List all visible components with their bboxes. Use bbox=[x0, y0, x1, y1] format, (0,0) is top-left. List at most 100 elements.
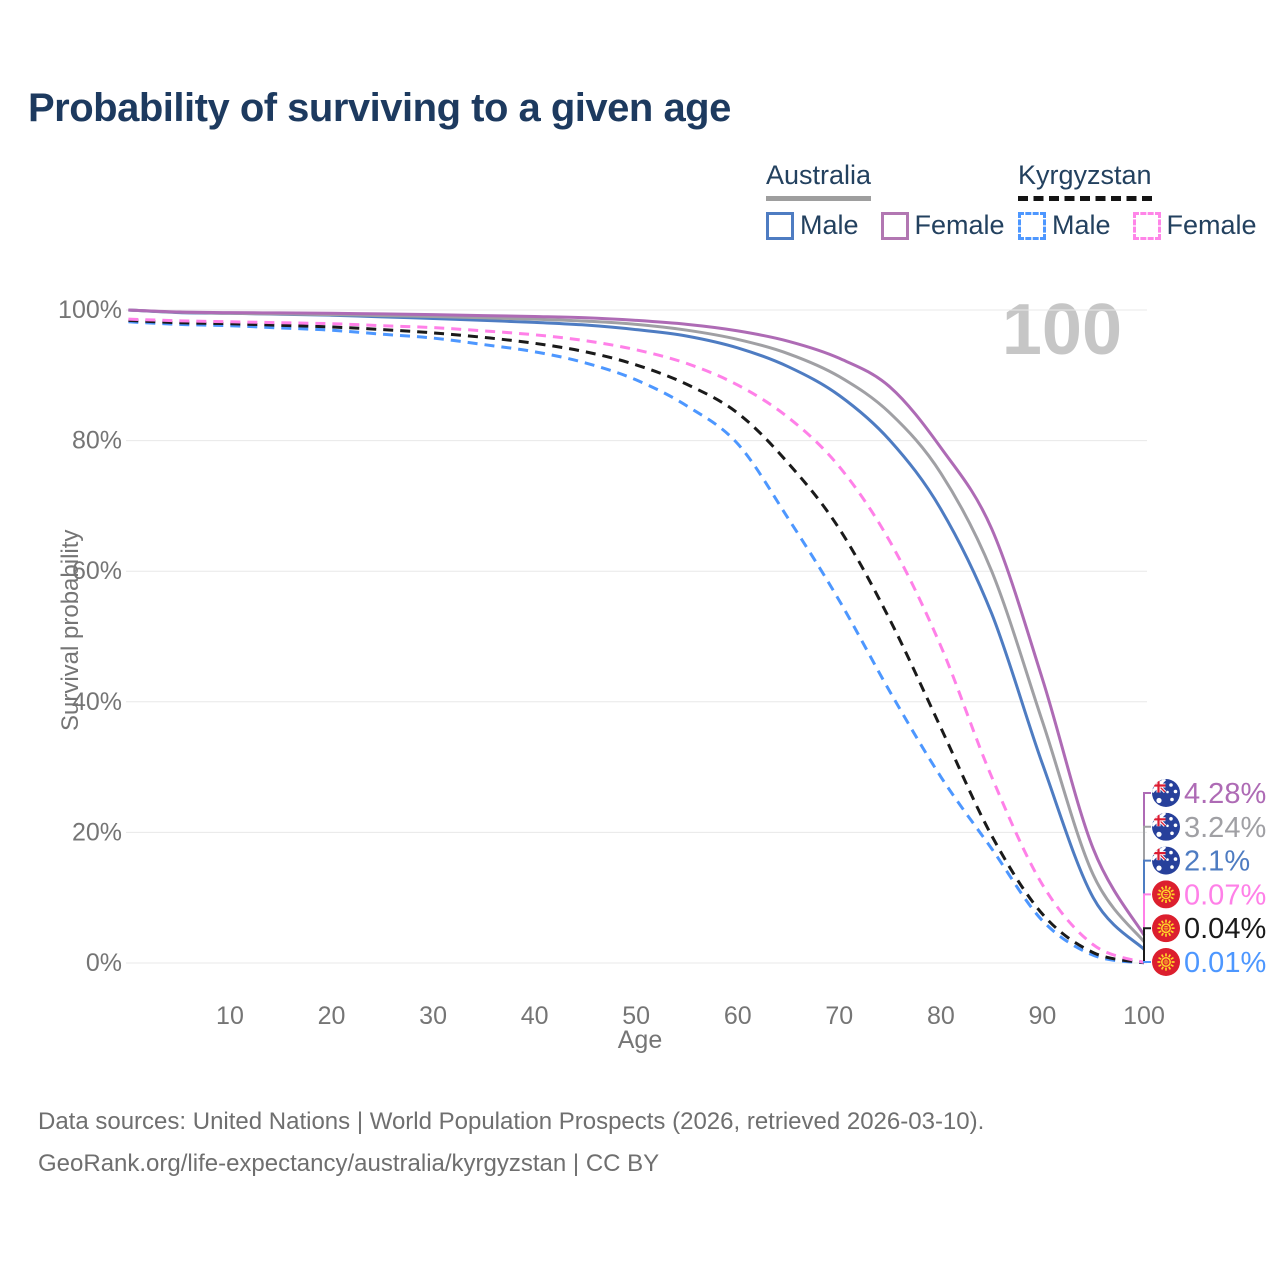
y-tick-0%: 0% bbox=[86, 949, 122, 977]
sun-ray bbox=[1170, 964, 1174, 968]
sun-ray bbox=[1168, 954, 1172, 958]
sun-ray bbox=[1158, 956, 1162, 960]
sun-ray bbox=[1168, 898, 1172, 903]
australia-flag-icon bbox=[1152, 846, 1180, 875]
legend-row-australia: Male Female bbox=[766, 210, 1005, 241]
star bbox=[1173, 789, 1178, 794]
australia-flag-art bbox=[1152, 812, 1180, 841]
commonwealth-star bbox=[1156, 797, 1162, 804]
x-tick-30: 30 bbox=[419, 1002, 447, 1030]
legend-label-kyrgyzstan-female[interactable]: Female bbox=[1166, 210, 1257, 240]
sun-ray bbox=[1170, 923, 1174, 927]
sun-ray bbox=[1160, 932, 1164, 937]
sun-ray bbox=[1158, 889, 1162, 893]
australia-flag-icon bbox=[1152, 779, 1180, 807]
star bbox=[1170, 831, 1174, 836]
legend-label-kyrgyzstan-male[interactable]: Male bbox=[1052, 210, 1111, 240]
x-tick-50: 50 bbox=[622, 1002, 650, 1030]
attribution-note: GeoRank.org/life-expectancy/australia/ky… bbox=[38, 1150, 660, 1177]
sun-ray bbox=[1160, 886, 1164, 890]
tunduk-ring bbox=[1162, 890, 1170, 898]
legend-swatch-australia-female[interactable] bbox=[880, 211, 909, 240]
star bbox=[1170, 797, 1174, 802]
sun-ray bbox=[1168, 920, 1172, 924]
australia-flag-icon bbox=[1152, 812, 1180, 841]
legend-label-australia-female[interactable]: Female bbox=[914, 210, 1005, 240]
sun-ray bbox=[1160, 954, 1164, 958]
curve-australia-male[interactable] bbox=[128, 308, 1146, 951]
legend-group-australia: Australia Male Female bbox=[766, 160, 1005, 241]
y-tick-60%: 60% bbox=[72, 557, 122, 585]
sun-ray bbox=[1160, 966, 1164, 970]
australia-flag-art bbox=[1152, 846, 1180, 875]
x-tick-60: 60 bbox=[724, 1002, 752, 1030]
x-tick-100: 100 bbox=[1123, 1002, 1165, 1030]
legend-group-kyrgyzstan: Kyrgyzstan Male Female bbox=[1018, 160, 1257, 241]
curve-kyrgyzstan-female[interactable] bbox=[128, 317, 1145, 964]
sun-ray bbox=[1170, 896, 1174, 900]
sun-ray bbox=[1170, 889, 1174, 893]
star bbox=[1170, 865, 1174, 869]
commonwealth-star bbox=[1156, 831, 1162, 837]
curve-kyrgyzstan-all[interactable] bbox=[128, 318, 1145, 965]
x-tick-70: 70 bbox=[825, 1002, 853, 1030]
kyrgyzstan-flag-icon bbox=[1152, 948, 1180, 976]
australia-flag-art bbox=[1152, 779, 1180, 807]
star bbox=[1169, 850, 1173, 855]
sun-ray bbox=[1158, 896, 1162, 900]
sun-ray bbox=[1170, 956, 1174, 960]
sun-disc bbox=[1161, 889, 1171, 900]
tunduk-ring bbox=[1162, 958, 1170, 966]
x-tick-40: 40 bbox=[521, 1002, 549, 1030]
legend-label-australia-male[interactable]: Male bbox=[800, 210, 859, 240]
legend-country-kyrgyzstan[interactable]: Kyrgyzstan bbox=[1018, 160, 1152, 201]
data-sources-note: Data sources: United Nations | World Pop… bbox=[38, 1108, 985, 1135]
x-tick-80: 80 bbox=[927, 1002, 955, 1030]
x-tick-10: 10 bbox=[216, 1002, 244, 1030]
end-connector-australia-male bbox=[1143, 859, 1151, 950]
end-value-kyrgyzstan-male: 0.01% bbox=[1184, 947, 1266, 979]
x-axis-title: Age bbox=[617, 1026, 663, 1054]
y-tick-80%: 80% bbox=[72, 427, 122, 455]
legend-country-australia[interactable]: Australia bbox=[766, 160, 872, 201]
sun-ray bbox=[1168, 966, 1172, 970]
x-tick-90: 90 bbox=[1029, 1002, 1057, 1030]
legend-swatch-kyrgyzstan-male[interactable] bbox=[1018, 211, 1046, 240]
x-tick-20: 20 bbox=[318, 1002, 346, 1030]
star bbox=[1173, 857, 1178, 861]
end-connector-kyrgyzstan-male bbox=[1143, 961, 1151, 963]
sun-ray bbox=[1168, 886, 1172, 890]
sun-ray bbox=[1170, 930, 1174, 934]
star bbox=[1169, 783, 1173, 787]
legend-swatch-kyrgyzstan-female[interactable] bbox=[1132, 211, 1161, 240]
end-connector-australia-all bbox=[1143, 825, 1151, 942]
curve-kyrgyzstan-male[interactable] bbox=[128, 320, 1145, 965]
y-axis-title: Survival probability bbox=[57, 529, 84, 731]
sun-ray bbox=[1158, 923, 1162, 927]
legend-row-kyrgyzstan: Male Female bbox=[1018, 210, 1257, 241]
page-title: Probability of surviving to a given age bbox=[28, 86, 731, 130]
sun-ray bbox=[1160, 920, 1164, 924]
age-counter-watermark: 100 bbox=[1001, 290, 1122, 370]
star bbox=[1166, 790, 1169, 794]
sun-ray bbox=[1158, 930, 1162, 934]
kyrgyzstan-flag-art bbox=[1152, 880, 1180, 909]
y-tick-100%: 100% bbox=[58, 296, 122, 324]
sun-disc bbox=[1161, 923, 1171, 934]
end-value-kyrgyzstan-all: 0.04% bbox=[1184, 913, 1266, 945]
legend-swatch-australia-male[interactable] bbox=[766, 211, 794, 240]
sun-disc bbox=[1161, 957, 1171, 967]
star bbox=[1173, 823, 1178, 828]
curve-australia-female[interactable] bbox=[128, 308, 1146, 936]
kyrgyzstan-flag-art bbox=[1152, 948, 1180, 976]
star bbox=[1169, 817, 1173, 821]
end-value-australia-all: 3.24% bbox=[1184, 812, 1266, 844]
end-value-australia-male: 2.1% bbox=[1184, 846, 1250, 878]
end-connector-australia-female bbox=[1143, 792, 1151, 936]
end-connector-kyrgyzstan-all bbox=[1143, 927, 1151, 963]
kyrgyzstan-flag-art bbox=[1152, 914, 1180, 943]
star bbox=[1166, 858, 1169, 861]
end-value-kyrgyzstan-female: 0.07% bbox=[1184, 879, 1266, 911]
commonwealth-star bbox=[1156, 865, 1162, 871]
